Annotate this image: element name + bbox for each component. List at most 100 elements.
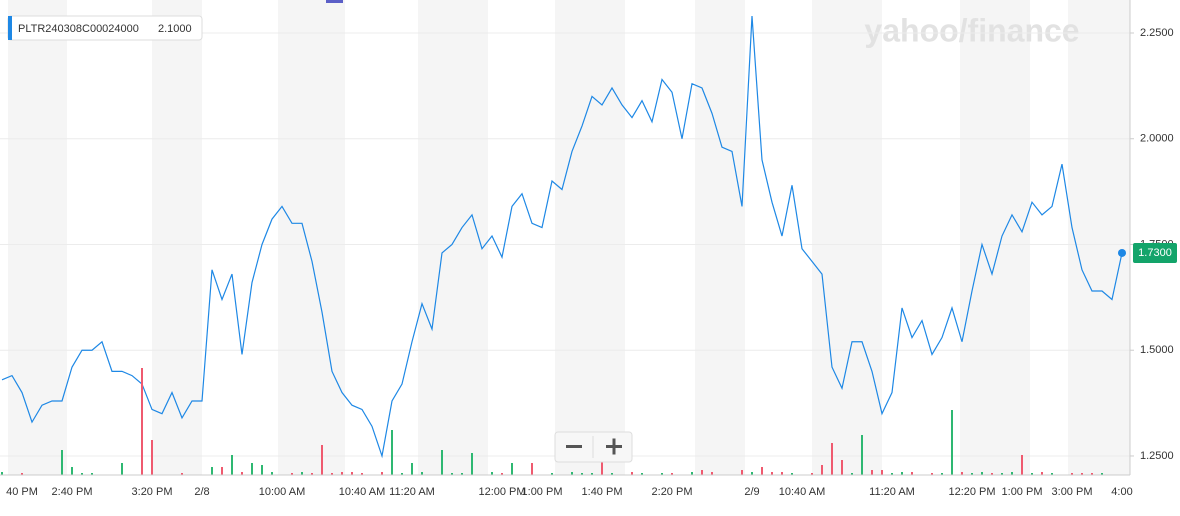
volume-bar xyxy=(1071,473,1073,475)
x-tick-label: 10:40 AM xyxy=(339,486,385,498)
volume-bar xyxy=(701,470,703,475)
volume-bar xyxy=(261,465,263,475)
volume-bar xyxy=(241,472,243,475)
volume-bar xyxy=(891,473,893,475)
zoom-out[interactable] xyxy=(566,445,582,448)
x-tick-label: 3:20 PM xyxy=(132,486,173,498)
volume-bar xyxy=(1091,473,1093,475)
volume-bar xyxy=(351,472,353,475)
volume-bar xyxy=(21,473,23,475)
x-tick-label: 40 PM xyxy=(6,486,38,498)
y-tick-label: 2.0000 xyxy=(1140,133,1174,145)
price-line xyxy=(1,16,1123,459)
volume-bar xyxy=(291,473,293,475)
x-tick-label: 10:40 AM xyxy=(779,486,825,498)
x-tick-label: 2/9 xyxy=(744,486,759,498)
volume-bar xyxy=(121,463,123,475)
volume-bar xyxy=(901,472,903,475)
top-indicator xyxy=(326,0,343,3)
volume-bar xyxy=(971,473,973,475)
volume-bar xyxy=(221,467,223,475)
volume-bar xyxy=(931,473,933,475)
volume-bar xyxy=(511,463,513,475)
logo: yahoo/finance xyxy=(864,12,1079,48)
volume-bar xyxy=(671,473,673,475)
volume-bar xyxy=(211,467,213,475)
volume-bar xyxy=(981,472,983,475)
x-tick-label: 1:00 PM xyxy=(522,486,563,498)
volume-bar xyxy=(331,473,333,475)
price-badge xyxy=(1133,242,1177,263)
volume-bar xyxy=(691,472,693,475)
session-bands xyxy=(8,0,1130,475)
volume-bar xyxy=(361,473,363,475)
volume-bar xyxy=(341,472,343,475)
x-tick-label: 4:00 xyxy=(1111,486,1132,498)
volume-bar xyxy=(231,455,233,475)
volume-bar xyxy=(611,473,613,475)
volume-bar xyxy=(861,435,863,475)
volume-bar xyxy=(311,473,313,475)
volume-bar xyxy=(491,472,493,475)
price-badge-label: 1.7300 xyxy=(1138,247,1172,259)
volume-bar xyxy=(1021,455,1023,475)
volume-bar xyxy=(501,473,503,475)
volume-bar xyxy=(381,472,383,475)
volume-bar xyxy=(61,450,63,475)
volume-bar xyxy=(251,463,253,475)
volume-bar xyxy=(871,470,873,475)
volume-bar xyxy=(1101,473,1103,475)
volume-bar xyxy=(1081,473,1083,475)
volume-bar xyxy=(1001,473,1003,475)
volume-bar xyxy=(1031,473,1033,475)
volume-bar xyxy=(181,473,183,475)
volume-bar xyxy=(991,473,993,475)
volume-bar xyxy=(791,473,793,475)
volume-bar xyxy=(961,472,963,475)
volume-bar xyxy=(271,472,273,475)
volume-bar xyxy=(771,472,773,475)
volume-bar xyxy=(751,472,753,475)
volume-bar xyxy=(631,472,633,475)
volume-bar xyxy=(551,473,553,475)
current-dot xyxy=(1118,248,1126,257)
volume-bar xyxy=(571,472,573,475)
volume-bar xyxy=(711,472,713,475)
volume-bar xyxy=(301,472,303,475)
volume-bar xyxy=(1051,473,1053,475)
volume-bar xyxy=(141,368,143,475)
volume-bar xyxy=(471,453,473,475)
x-tick-label: 3:00 PM xyxy=(1052,486,1093,498)
volume-bar xyxy=(951,410,953,475)
zoom-in[interactable] xyxy=(606,438,622,455)
volume-bar xyxy=(841,460,843,475)
tooltip: PLTR240308C00024000 2.1000 xyxy=(7,15,203,41)
tooltip-symbol: PLTR240308C00024000 xyxy=(18,23,139,35)
volume-bar xyxy=(81,473,83,475)
volume-bar xyxy=(411,463,413,475)
tooltip-price: 2.1000 xyxy=(158,23,192,35)
volume-bar xyxy=(911,472,913,475)
volume-bar xyxy=(1041,472,1043,475)
x-tick-label: 1:00 PM xyxy=(1002,486,1043,498)
x-tick-label: 12:00 PM xyxy=(478,486,525,498)
volume-bar xyxy=(441,450,443,475)
volume-bar xyxy=(851,473,853,475)
volume-bar xyxy=(461,473,463,475)
volume-bar xyxy=(531,463,533,475)
volume-bar xyxy=(831,443,833,475)
volume-bar xyxy=(601,455,603,475)
zoom-controls xyxy=(554,431,633,463)
x-tick-label: 2/8 xyxy=(194,486,209,498)
volume-bar xyxy=(881,470,883,475)
volume-bar xyxy=(761,467,763,475)
x-tick-label: 12:20 PM xyxy=(948,486,995,498)
x-tick-label: 2:40 PM xyxy=(52,486,93,498)
x-tick-label: 10:00 AM xyxy=(259,486,305,498)
volume-bar xyxy=(401,473,403,475)
x-tick-label: 2:20 PM xyxy=(652,486,693,498)
volume-bar xyxy=(1,472,3,475)
volume-bar xyxy=(811,473,813,475)
volume-bar xyxy=(91,473,93,475)
volume-bar xyxy=(741,470,743,475)
